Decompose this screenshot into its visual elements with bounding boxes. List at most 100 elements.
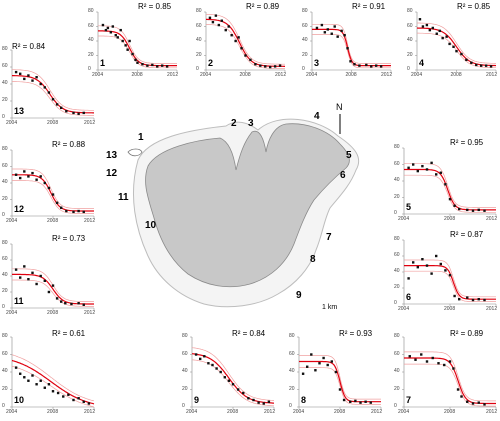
data-point xyxy=(477,208,480,212)
ci-upper-line xyxy=(98,25,177,64)
data-point xyxy=(452,45,455,48)
site-label-10: 10 xyxy=(145,220,157,231)
y-tick-label: 20 xyxy=(289,385,295,392)
data-point xyxy=(448,197,452,201)
x-tick-label: 2004 xyxy=(306,72,318,78)
ci-upper-line xyxy=(404,163,496,208)
data-point xyxy=(334,370,338,374)
y-tick-label: 80 xyxy=(182,333,188,339)
data-point xyxy=(82,111,85,115)
x-tick-label: 2012 xyxy=(84,310,96,316)
site-label-1: 1 xyxy=(138,132,144,143)
y-tick-label: 80 xyxy=(196,8,202,14)
data-point xyxy=(72,210,75,214)
data-point xyxy=(203,355,206,358)
x-tick-label: 2008 xyxy=(450,72,462,78)
data-point xyxy=(14,70,18,74)
data-point xyxy=(441,36,444,40)
data-point xyxy=(165,65,169,68)
y-tick-label: 20 xyxy=(182,385,188,392)
site-label-11: 11 xyxy=(118,192,129,203)
y-tick-label: 20 xyxy=(407,51,413,58)
data-point xyxy=(435,173,438,176)
fit-line xyxy=(191,353,274,404)
data-point xyxy=(151,63,154,67)
panel-number: 13 xyxy=(14,106,25,116)
y-tick-label: 40 xyxy=(407,37,413,43)
data-point xyxy=(338,388,342,391)
data-point xyxy=(43,86,46,89)
data-point xyxy=(349,60,352,63)
y-tick-label: 60 xyxy=(182,350,188,357)
data-point xyxy=(346,47,349,50)
x-tick-label: 2012 xyxy=(486,306,498,312)
ci-lower-line xyxy=(12,279,94,307)
data-point xyxy=(471,298,475,302)
data-point xyxy=(23,77,26,81)
y-tick-label: 80 xyxy=(394,333,400,339)
data-point xyxy=(106,26,110,30)
y-tick-label: 20 xyxy=(2,97,8,103)
r-squared-label: R² = 0.61 xyxy=(52,329,86,338)
data-point xyxy=(374,64,378,67)
data-point xyxy=(465,58,468,62)
x-tick-label: 2012 xyxy=(381,72,393,78)
y-tick-label: 0 xyxy=(394,300,397,306)
data-point xyxy=(60,300,63,303)
y-tick-label: 0 xyxy=(182,403,185,409)
x-tick-label: 2008 xyxy=(131,72,143,78)
x-tick-label: 2004 xyxy=(186,409,198,415)
data-point xyxy=(227,379,231,382)
data-point xyxy=(231,383,235,386)
data-point xyxy=(214,14,218,17)
data-point xyxy=(224,28,227,32)
data-point xyxy=(220,19,223,22)
r-squared-label: R² = 0.84 xyxy=(232,329,266,338)
data-point xyxy=(412,163,415,166)
y-tick-label: 0 xyxy=(394,403,397,409)
data-point xyxy=(456,388,460,391)
data-point xyxy=(77,112,80,115)
data-point xyxy=(444,183,447,186)
data-point xyxy=(60,106,63,109)
data-point xyxy=(252,398,255,402)
data-point xyxy=(223,376,226,379)
data-point xyxy=(483,209,486,212)
data-point xyxy=(111,25,115,28)
site-panel-7: 0 20 40 60 80 2004 2008 2012 R² = 0.89 7 xyxy=(392,325,500,417)
data-point xyxy=(471,402,475,405)
x-tick-label: 2008 xyxy=(334,409,346,415)
data-point xyxy=(217,23,221,27)
data-point xyxy=(452,367,455,370)
data-point xyxy=(354,399,357,403)
y-tick-label: 60 xyxy=(2,162,8,169)
data-point xyxy=(156,65,159,68)
data-point xyxy=(414,358,417,361)
y-tick-label: 40 xyxy=(88,37,94,43)
site-panel-8: 0 20 40 60 80 2004 2008 2012 R² = 0.93 8 xyxy=(287,325,385,417)
data-point xyxy=(466,208,469,212)
data-point xyxy=(207,362,210,365)
data-point xyxy=(483,298,486,302)
site-plot-5 xyxy=(402,147,497,216)
data-point xyxy=(242,391,245,395)
data-point xyxy=(318,362,321,365)
x-tick-label: 2008 xyxy=(47,310,59,316)
site-plot-7 xyxy=(402,336,497,409)
data-point xyxy=(39,379,42,382)
data-point xyxy=(82,210,85,214)
y-tick-label: 80 xyxy=(88,8,94,14)
panel-number: 6 xyxy=(406,292,412,302)
panel-number: 11 xyxy=(14,296,24,306)
data-point xyxy=(43,279,46,282)
data-point xyxy=(443,363,446,367)
y-tick-label: 60 xyxy=(407,22,413,29)
y-tick-label: 0 xyxy=(88,66,91,72)
x-tick-label: 2004 xyxy=(6,120,18,126)
y-tick-label: 0 xyxy=(2,114,5,120)
site-plot-2 xyxy=(204,11,286,72)
x-tick-label: 2012 xyxy=(486,409,498,415)
r-squared-label: R² = 0.93 xyxy=(339,329,373,338)
data-point xyxy=(211,363,214,367)
panel-number: 10 xyxy=(14,395,25,405)
